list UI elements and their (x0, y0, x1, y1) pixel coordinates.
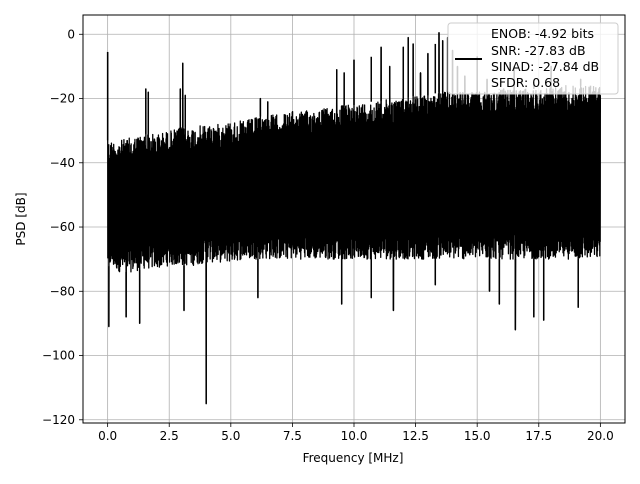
y-tick-label: −80 (50, 284, 75, 298)
x-tick-label: 17.5 (525, 429, 552, 443)
x-tick-label: 15.0 (464, 429, 491, 443)
y-axis-label: PSD [dB] (14, 192, 28, 245)
y-tick-label: −60 (50, 220, 75, 234)
x-tick-label: 7.5 (283, 429, 302, 443)
y-tick-label: −20 (50, 92, 75, 106)
x-tick-label: 5.0 (221, 429, 240, 443)
y-tick-label: 0 (67, 27, 75, 41)
legend-line-enob: ENOB: -4.92 bits (491, 26, 594, 41)
legend-box (447, 22, 619, 95)
x-tick-label: 0.0 (98, 429, 117, 443)
y-axis-ticks: 0 −20 −40 −60 −80 −100 −120 (42, 27, 83, 427)
legend-line-snr: SNR: -27.83 dB (491, 43, 586, 58)
legend-line-sfdr: SFDR: 0.68 (491, 75, 560, 90)
x-tick-label: 2.5 (160, 429, 179, 443)
x-axis-ticks: 0.0 2.5 5.0 7.5 10.0 12.5 15.0 17.5 20.0 (98, 423, 614, 443)
y-tick-label: −40 (50, 156, 75, 170)
x-tick-label: 10.0 (341, 429, 368, 443)
x-tick-label: 12.5 (402, 429, 429, 443)
x-axis-label: Frequency [MHz] (303, 451, 404, 465)
y-tick-label: −120 (42, 413, 75, 427)
y-tick-label: −100 (42, 349, 75, 363)
legend-line-sinad: SINAD: -27.84 dB (491, 59, 599, 74)
legend: ENOB: -4.92 bits SNR: -27.83 dB SINAD: -… (447, 22, 619, 95)
x-tick-label: 20.0 (587, 429, 614, 443)
